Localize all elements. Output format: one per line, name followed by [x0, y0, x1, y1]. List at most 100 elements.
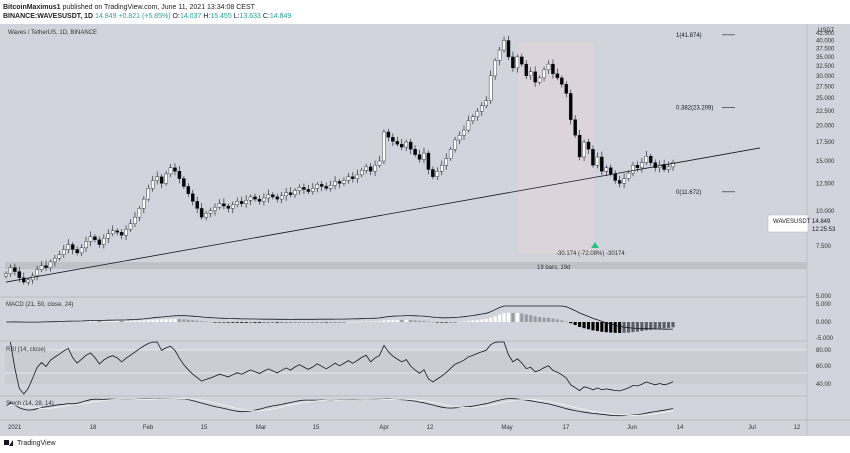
candle[interactable] [626, 172, 631, 179]
candle[interactable] [435, 171, 440, 177]
candle[interactable] [417, 154, 422, 160]
candle[interactable] [533, 71, 537, 83]
candle[interactable] [399, 143, 404, 148]
candle[interactable] [520, 56, 524, 65]
candle[interactable] [137, 208, 142, 218]
candle[interactable] [551, 63, 555, 74]
price-chart-svg[interactable]: 1(41.874) 0.382(23.209) 0(11.672) -30.174 … [0, 24, 850, 436]
candle[interactable] [617, 180, 622, 184]
candle[interactable] [266, 194, 271, 199]
candle[interactable] [8, 267, 13, 274]
candle[interactable] [102, 238, 106, 245]
candle[interactable] [48, 261, 53, 268]
candle[interactable] [146, 188, 151, 200]
candle[interactable] [568, 93, 573, 120]
candle[interactable] [182, 178, 186, 187]
candle[interactable] [382, 131, 386, 162]
candle[interactable] [502, 40, 506, 51]
candle[interactable] [649, 155, 653, 163]
candle[interactable] [422, 152, 426, 160]
candle[interactable] [4, 273, 8, 277]
stoch-d-line[interactable] [5, 398, 674, 416]
candle[interactable] [391, 137, 395, 142]
candle[interactable] [484, 100, 488, 107]
candle[interactable] [93, 236, 97, 240]
candle[interactable] [644, 155, 649, 163]
candle[interactable] [635, 164, 640, 168]
candle[interactable] [44, 265, 48, 268]
rsi-line[interactable] [10, 341, 674, 395]
candle[interactable] [448, 149, 453, 159]
candle[interactable] [537, 77, 542, 83]
candle[interactable] [404, 141, 408, 148]
candle[interactable] [88, 236, 93, 242]
trendline[interactable] [5, 147, 761, 283]
candle[interactable] [431, 169, 435, 177]
candle[interactable] [213, 206, 217, 212]
candle[interactable] [528, 71, 533, 77]
candle[interactable] [199, 208, 204, 218]
candle[interactable] [604, 167, 609, 172]
candle[interactable] [471, 116, 475, 122]
candle[interactable] [319, 184, 324, 187]
candle[interactable] [368, 166, 373, 172]
tradingview-logo[interactable]: TradingView [4, 439, 56, 447]
candle[interactable] [217, 203, 222, 208]
candle[interactable] [226, 205, 231, 209]
candle[interactable] [444, 158, 448, 166]
candle[interactable] [62, 249, 66, 255]
candle[interactable] [70, 244, 75, 250]
candle[interactable] [84, 241, 88, 249]
candle[interactable] [591, 149, 595, 166]
candle[interactable] [97, 239, 102, 245]
candle[interactable] [257, 198, 262, 202]
candle[interactable] [373, 164, 377, 172]
candle[interactable] [573, 119, 577, 136]
candle[interactable] [244, 200, 248, 204]
candle[interactable] [671, 162, 675, 168]
candle[interactable] [440, 164, 444, 172]
candle[interactable] [324, 186, 328, 189]
candle[interactable] [35, 269, 39, 276]
candle[interactable] [204, 213, 208, 218]
candle[interactable] [13, 267, 17, 272]
candle[interactable] [17, 271, 22, 278]
candle[interactable] [195, 201, 199, 209]
candle[interactable] [302, 187, 306, 190]
candle[interactable] [466, 120, 471, 131]
candle[interactable] [133, 216, 137, 224]
candle[interactable] [177, 171, 182, 179]
candle[interactable] [22, 277, 26, 283]
candle[interactable] [173, 167, 177, 172]
candle[interactable] [342, 180, 346, 184]
author-name[interactable]: BitcoinMaximus1 [3, 4, 61, 11]
candle[interactable] [150, 180, 155, 189]
candle[interactable] [493, 60, 497, 77]
candle[interactable] [39, 265, 44, 270]
candle[interactable] [582, 141, 586, 158]
candle[interactable] [555, 73, 560, 79]
candle[interactable] [53, 258, 57, 263]
candle[interactable] [386, 131, 391, 138]
candle[interactable] [288, 192, 293, 195]
candle[interactable] [613, 173, 617, 181]
candle[interactable] [311, 188, 315, 192]
candle[interactable] [231, 204, 235, 209]
candle[interactable] [622, 178, 626, 184]
candle[interactable] [119, 232, 124, 236]
candle[interactable] [524, 63, 529, 77]
candle[interactable] [315, 184, 320, 189]
candle[interactable] [337, 181, 342, 184]
candle[interactable] [480, 105, 484, 112]
candle[interactable] [128, 223, 133, 230]
candle[interactable] [351, 176, 355, 179]
candle[interactable] [560, 77, 564, 85]
candle[interactable] [186, 186, 191, 194]
candle[interactable] [631, 164, 635, 174]
candle[interactable] [395, 141, 400, 145]
candle[interactable] [235, 201, 239, 206]
candle[interactable] [262, 197, 266, 202]
candle[interactable] [497, 49, 502, 61]
candle[interactable] [475, 110, 480, 117]
candle[interactable] [426, 152, 431, 170]
